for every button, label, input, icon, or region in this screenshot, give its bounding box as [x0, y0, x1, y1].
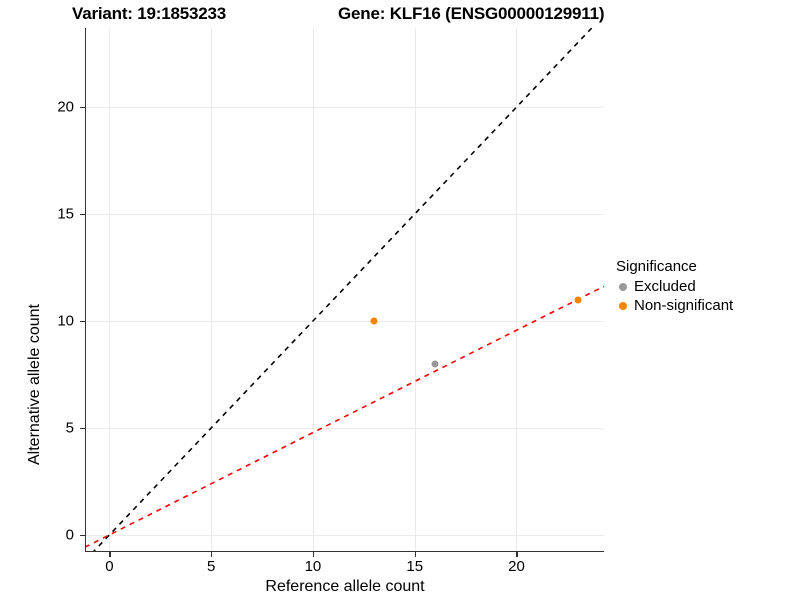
y-axis-tick — [80, 321, 85, 323]
identity-line — [92, 28, 593, 552]
x-axis-tick-label: 5 — [207, 558, 216, 575]
data-point — [574, 296, 582, 304]
legend-key-icon — [616, 282, 630, 291]
x-axis-tick-label: 20 — [508, 558, 525, 575]
gridline-horizontal — [85, 427, 604, 429]
legend-entry-label: Excluded — [634, 278, 696, 295]
y-axis-tick — [80, 107, 85, 109]
x-axis-line — [85, 551, 604, 553]
legend-items: Excluded Non-significant — [616, 277, 800, 315]
data-point — [431, 360, 439, 368]
y-axis-tick-label: 5 — [65, 419, 74, 437]
y-axis-tick — [80, 534, 85, 537]
y-axis-tick-labels: 0 5 10 15 20 — [0, 0, 74, 600]
legend-entry: Excluded — [616, 277, 800, 296]
legend-entry-label: Non-significant — [634, 297, 734, 314]
gridline-vertical — [211, 28, 213, 552]
y-axis-tick — [80, 214, 85, 216]
legend-dot-icon — [619, 282, 627, 291]
y-axis-tick-label: 20 — [57, 98, 74, 116]
y-axis-line — [85, 28, 87, 552]
legend-key-icon — [616, 301, 630, 310]
legend: Significance Excluded Non-significant — [616, 258, 800, 315]
x-axis-tick-label: 10 — [304, 558, 322, 575]
gridline-horizontal — [85, 107, 604, 109]
gridline-horizontal — [85, 214, 604, 216]
gridline-vertical — [109, 28, 111, 552]
y-axis-tick-label: 15 — [57, 205, 74, 223]
x-axis-tick — [109, 552, 111, 557]
gridline-horizontal — [85, 534, 604, 536]
plot-panel — [85, 28, 604, 552]
gridline-vertical — [516, 28, 518, 552]
plot-title-strip: Variant: 19:1853233 Gene: KLF16 (ENSG000… — [0, 0, 800, 28]
x-axis-tick — [414, 552, 416, 557]
x-axis-tick — [516, 552, 518, 557]
legend-entry: Non-significant — [616, 296, 800, 315]
data-point — [370, 317, 378, 325]
x-axis-tick — [211, 552, 213, 557]
x-axis-tick-label: 0 — [105, 558, 114, 575]
gene-title: Gene: KLF16 (ENSG00000129911) — [338, 4, 605, 23]
reference-lines — [85, 28, 604, 552]
gridline-vertical — [312, 28, 314, 552]
y-axis-tick-label: 10 — [57, 312, 74, 330]
legend-dot-icon — [619, 301, 627, 310]
y-axis-tick — [80, 427, 85, 430]
variant-title: Variant: 19:1853233 — [72, 4, 227, 23]
y-axis-tick-label: 0 — [65, 526, 74, 544]
gridline-vertical — [414, 28, 416, 552]
legend-title: Significance — [616, 258, 697, 275]
gridline-horizontal — [85, 321, 604, 322]
x-axis-tick-label: 15 — [406, 558, 424, 575]
x-axis-title: Reference allele count — [265, 578, 425, 595]
y-axis-title: Alternative allele count — [26, 304, 43, 465]
fit-line — [85, 285, 604, 548]
x-axis-tick — [312, 552, 315, 557]
